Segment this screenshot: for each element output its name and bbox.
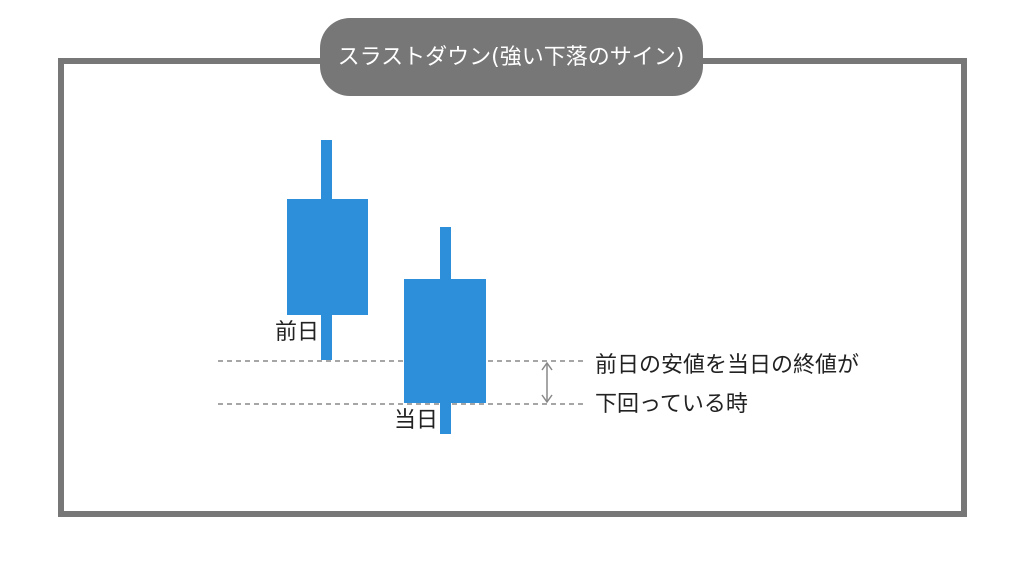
title: スラストダウン(強い下落のサイン) <box>338 45 685 70</box>
arrow-head <box>541 361 553 371</box>
candle-body <box>404 279 486 403</box>
annotation-line: 前日の安値を当日の終値が <box>595 353 859 378</box>
arrow-head <box>541 394 553 404</box>
candle-label: 前日 <box>275 320 319 345</box>
candle-body <box>287 199 368 315</box>
title-pill <box>320 18 703 96</box>
annotation-line: 下回っている時 <box>595 392 748 417</box>
candle-label: 当日 <box>394 408 438 433</box>
